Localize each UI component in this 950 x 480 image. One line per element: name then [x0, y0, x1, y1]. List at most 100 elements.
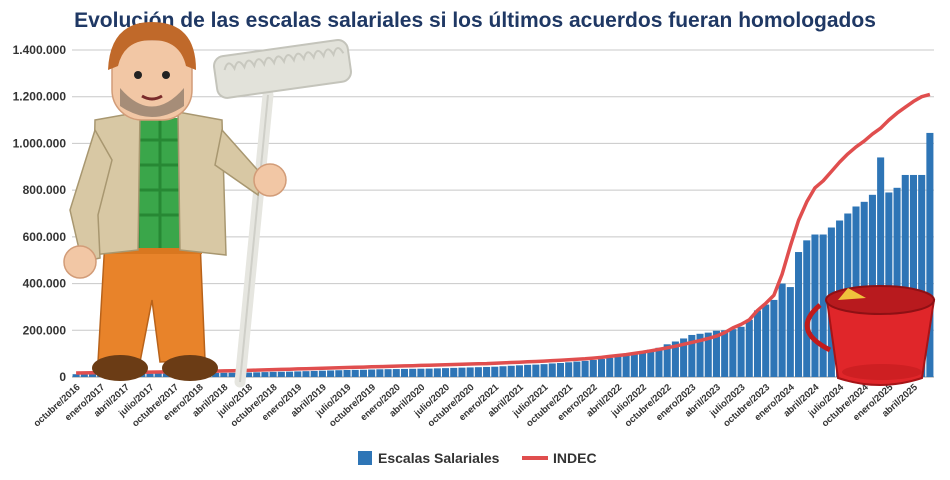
- bar-escalas-salariales: [877, 157, 885, 377]
- bar-escalas-salariales: [721, 330, 729, 377]
- y-tick-label: 200.000: [23, 323, 67, 337]
- bar-escalas-salariales: [425, 368, 433, 377]
- bar-escalas-salariales: [671, 341, 679, 377]
- bar-escalas-salariales: [335, 370, 343, 377]
- bar-escalas-salariales: [384, 369, 392, 377]
- bar-escalas-salariales: [745, 319, 753, 377]
- bar-escalas-salariales: [819, 234, 827, 377]
- series-line-indec: [76, 92, 931, 375]
- bar-escalas-salariales: [901, 174, 909, 377]
- bar-escalas-salariales: [220, 372, 228, 377]
- bar-escalas-salariales: [228, 372, 236, 377]
- x-axis-ticks: octubre/2016enero/2017abril/2017julio/20…: [32, 382, 921, 430]
- bar-escalas-salariales: [400, 368, 409, 377]
- bar-escalas-salariales: [556, 362, 564, 377]
- red-bucket-icon: [804, 285, 936, 386]
- bar-escalas-salariales: [786, 287, 794, 377]
- bar-escalas-salariales: [770, 299, 778, 377]
- bar-escalas-salariales: [893, 187, 901, 377]
- bar-escalas-salariales: [359, 369, 367, 377]
- bar-escalas-salariales: [376, 369, 384, 377]
- bar-escalas-salariales: [417, 368, 425, 377]
- bar-escalas-salariales: [392, 369, 400, 377]
- bar-escalas-salariales: [483, 366, 491, 377]
- bar-escalas-salariales: [466, 367, 474, 377]
- bar-escalas-salariales: [614, 356, 622, 377]
- bar-escalas-salariales: [491, 366, 499, 377]
- bar-escalas-salariales: [753, 310, 762, 377]
- bar-escalas-salariales: [154, 373, 162, 377]
- bar-escalas-salariales: [277, 371, 285, 377]
- bar-escalas-salariales: [762, 304, 770, 377]
- y-tick-label: 1.200.000: [13, 90, 67, 104]
- bar-escalas-salariales: [433, 368, 441, 377]
- bar-escalas-salariales: [532, 364, 540, 377]
- bar-escalas-salariales: [778, 283, 786, 377]
- bar-escalas-salariales: [811, 234, 819, 377]
- bar-escalas-salariales: [442, 368, 450, 377]
- bar-escalas-salariales: [704, 332, 712, 377]
- bar-escalas-salariales: [737, 326, 745, 377]
- y-tick-label: 1.400.000: [13, 43, 67, 57]
- bar-escalas-salariales: [515, 365, 523, 377]
- bar-escalas-salariales: [573, 361, 581, 377]
- line-indec: [76, 92, 931, 375]
- bar-escalas-salariales: [88, 374, 97, 377]
- bar-escalas-salariales: [269, 371, 277, 377]
- bar-escalas-salariales: [540, 364, 548, 377]
- bar-escalas-salariales: [688, 334, 696, 377]
- bar-escalas-salariales: [253, 372, 261, 377]
- bar-escalas-salariales: [597, 359, 606, 377]
- bar-escalas-salariales: [474, 367, 482, 377]
- bar-escalas-salariales: [696, 333, 704, 377]
- y-tick-label: 0: [59, 370, 66, 384]
- y-axis-ticks: 0 200.000 400.000 600.000 800.000 1.000.000 1.…: [13, 43, 67, 384]
- bar-escalas-salariales: [310, 370, 318, 377]
- bar-escalas-salariales: [294, 371, 302, 377]
- y-tick-label: 400.000: [23, 277, 67, 291]
- bar-escalas-salariales: [655, 347, 663, 377]
- bar-escalas-salariales: [712, 330, 720, 377]
- legend-label-indec: INDEC: [553, 450, 597, 466]
- bar-escalas-salariales: [351, 369, 359, 377]
- bar-escalas-salariales: [507, 365, 515, 377]
- bar-escalas-salariales: [302, 371, 310, 377]
- bar-escalas-salariales: [80, 374, 88, 377]
- bar-escalas-salariales: [926, 132, 934, 377]
- bar-escalas-salariales: [885, 192, 893, 377]
- legend-label-escalas-salariales: Escalas Salariales: [378, 450, 500, 466]
- bar-escalas-salariales: [663, 344, 671, 377]
- legend-swatch-escalas-salariales: [358, 451, 372, 465]
- bar-escalas-salariales: [630, 353, 638, 377]
- bar-escalas-salariales: [647, 349, 655, 377]
- bar-escalas-salariales: [795, 252, 803, 377]
- bar-escalas-salariales: [327, 370, 335, 377]
- bar-escalas-salariales: [343, 369, 351, 377]
- bar-escalas-salariales: [72, 374, 80, 377]
- bar-escalas-salariales: [286, 371, 294, 377]
- bar-escalas-salariales: [548, 363, 556, 377]
- chart-title: Evolución de las escalas salariales si l…: [74, 9, 876, 32]
- y-tick-label: 600.000: [23, 230, 67, 244]
- bar-escalas-salariales: [244, 372, 253, 377]
- bar-escalas-salariales: [162, 373, 170, 377]
- bar-escalas-salariales: [450, 367, 458, 377]
- bar-escalas-salariales: [918, 174, 926, 377]
- bar-escalas-salariales: [680, 338, 688, 377]
- bar-escalas-salariales: [499, 366, 507, 377]
- bar-escalas-salariales: [581, 360, 589, 377]
- y-tick-label: 800.000: [23, 183, 67, 197]
- chart-legend: Escalas Salariales INDEC: [358, 450, 597, 466]
- bar-escalas-salariales: [146, 373, 154, 377]
- bar-escalas-salariales: [589, 359, 597, 377]
- bar-escalas-salariales: [606, 357, 614, 377]
- bar-escalas-salariales: [909, 174, 918, 377]
- bar-escalas-salariales: [261, 372, 269, 377]
- y-tick-label: 1.000.000: [13, 136, 67, 150]
- bar-escalas-salariales: [803, 240, 811, 377]
- bar-escalas-salariales: [458, 367, 466, 377]
- bar-escalas-salariales: [212, 372, 220, 377]
- bar-escalas-salariales: [524, 364, 532, 377]
